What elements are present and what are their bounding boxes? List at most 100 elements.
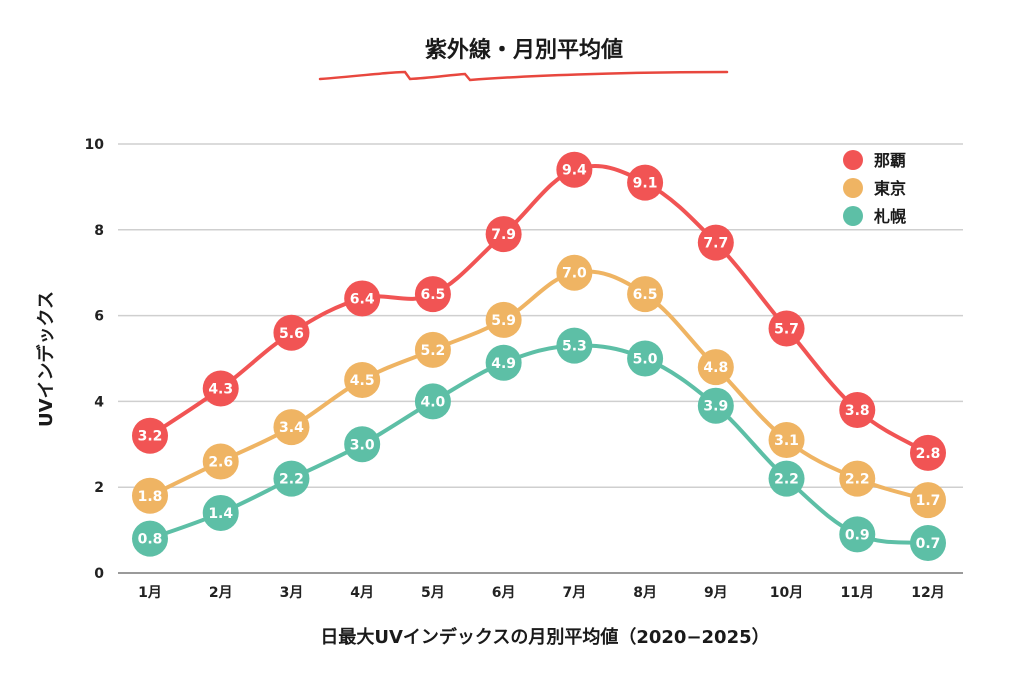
data-point xyxy=(697,387,734,424)
data-point xyxy=(344,426,381,463)
data-label: 5.6 xyxy=(279,326,304,342)
series-line xyxy=(148,164,930,455)
data-label: 3.1 xyxy=(774,433,799,449)
data-label: 7.9 xyxy=(491,227,516,243)
data-point xyxy=(414,383,451,420)
data-point xyxy=(910,482,946,519)
data-label: 3.2 xyxy=(138,429,163,445)
legend-swatch xyxy=(843,206,863,226)
legend-item: 東京 xyxy=(843,178,906,198)
data-label: 9.4 xyxy=(562,163,587,179)
x-tick-label: 9月 xyxy=(704,585,728,601)
data-label: 1.4 xyxy=(208,506,233,522)
y-tick-label: 6 xyxy=(94,309,104,325)
data-point xyxy=(202,370,239,407)
x-tick-label: 4月 xyxy=(350,585,374,601)
y-tick-label: 8 xyxy=(94,223,104,239)
data-point xyxy=(132,477,168,514)
x-tick-label: 12月 xyxy=(911,585,944,601)
x-axis-label: 日最大UVインデックスの月別平均値（2020−2025） xyxy=(320,626,769,648)
legend-label: 那覇 xyxy=(874,151,906,170)
data-point xyxy=(910,524,946,561)
y-axis-ticks: 0 2 4 6 8 10 xyxy=(85,137,105,582)
legend-label: 札幌 xyxy=(873,207,906,226)
series-1: 1.8 2.6 3.4 4.5 5.2 5.9 7.0 6.5 4.8 3.1 2.2 1.7 xyxy=(132,254,946,519)
data-label: 0.8 xyxy=(138,532,163,548)
series-0: 3.2 4.3 5.6 6.4 6.5 7.9 9.4 9.1 7.7 5.7 3.8 2.8 xyxy=(132,151,946,471)
data-point xyxy=(627,164,664,201)
data-label: 1.8 xyxy=(138,489,163,505)
data-point xyxy=(839,391,876,428)
y-tick-label: 4 xyxy=(94,394,104,410)
data-point xyxy=(910,434,946,471)
data-point xyxy=(344,280,381,317)
x-tick-label: 10月 xyxy=(770,585,803,601)
x-tick-label: 5月 xyxy=(421,585,445,601)
x-tick-label: 7月 xyxy=(562,585,586,601)
data-point xyxy=(556,327,593,364)
data-label: 3.8 xyxy=(845,403,870,419)
x-tick-label: 1月 xyxy=(138,585,162,601)
data-label: 2.2 xyxy=(774,472,799,488)
legend-swatch xyxy=(843,178,863,198)
data-point xyxy=(556,151,593,188)
chart-title: 紫外線・月別平均値 xyxy=(425,37,623,63)
legend-label: 東京 xyxy=(874,179,906,198)
data-label: 5.3 xyxy=(562,339,587,355)
data-label: 3.0 xyxy=(350,437,375,453)
legend-swatch xyxy=(843,150,863,170)
data-point xyxy=(344,361,381,398)
data-label: 5.2 xyxy=(421,343,446,359)
series-line xyxy=(149,343,929,545)
x-tick-label: 8月 xyxy=(633,585,657,601)
data-point xyxy=(627,340,664,377)
data-label: 2.8 xyxy=(916,446,941,462)
data-point xyxy=(768,460,805,497)
y-tick-label: 0 xyxy=(94,566,104,582)
series-2: 0.8 1.4 2.2 3.0 4.0 4.9 5.3 5.0 3.9 2.2 0.9 0.7 xyxy=(132,327,946,561)
data-point xyxy=(202,494,239,531)
title-underline xyxy=(318,70,729,82)
x-tick-label: 11月 xyxy=(841,585,874,601)
data-label: 4.5 xyxy=(350,373,375,389)
data-label: 2.2 xyxy=(845,472,870,488)
x-tick-label: 6月 xyxy=(492,585,516,601)
data-label: 4.0 xyxy=(421,394,446,410)
data-point xyxy=(485,301,522,338)
data-label: 4.9 xyxy=(491,356,516,372)
data-label: 3.4 xyxy=(279,420,304,436)
data-point xyxy=(202,443,239,480)
data-label: 6.5 xyxy=(421,287,446,303)
data-point xyxy=(414,276,451,313)
data-label: 2.6 xyxy=(208,454,233,470)
legend-item: 札幌 xyxy=(843,206,906,226)
data-label: 9.1 xyxy=(633,176,658,192)
data-label: 5.9 xyxy=(491,313,516,329)
data-point xyxy=(414,331,451,368)
data-point xyxy=(627,276,664,313)
data-label: 3.9 xyxy=(703,399,728,415)
data-label: 4.8 xyxy=(703,360,728,376)
gridlines xyxy=(118,143,963,574)
data-label: 7.7 xyxy=(703,236,728,252)
data-label: 0.7 xyxy=(916,536,941,552)
data-point xyxy=(556,254,593,291)
data-point xyxy=(273,460,310,497)
data-point xyxy=(132,417,168,454)
data-label: 4.3 xyxy=(208,382,233,398)
data-point xyxy=(273,314,310,351)
series-layer: 3.2 4.3 5.6 6.4 6.5 7.9 9.4 9.1 7.7 5.7 3.8 2.8 1.8 2… xyxy=(132,151,946,561)
x-tick-label: 3月 xyxy=(280,585,304,601)
y-axis-label: UVインデックス xyxy=(35,291,57,427)
legend-item: 那覇 xyxy=(843,150,906,170)
data-label: 5.7 xyxy=(774,321,799,337)
y-tick-label: 2 xyxy=(94,480,104,496)
data-label: 2.2 xyxy=(279,472,304,488)
data-point xyxy=(697,349,734,386)
data-point xyxy=(697,224,734,261)
data-label: 6.4 xyxy=(350,291,375,307)
data-point xyxy=(768,310,805,347)
data-label: 5.0 xyxy=(633,352,658,368)
series-line xyxy=(149,269,929,502)
